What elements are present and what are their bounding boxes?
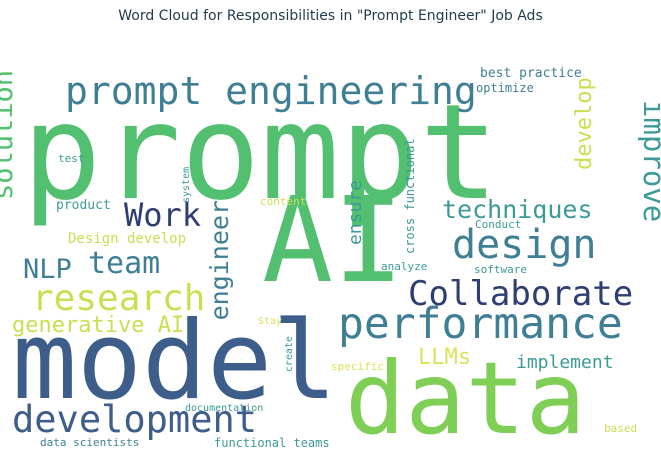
word-conduct: Conduct — [475, 218, 521, 231]
word-research: research — [32, 278, 205, 319]
word-develop: develop — [572, 77, 597, 170]
word-prompt-engineering: prompt engineering — [65, 69, 477, 113]
word-data-scientists: data scientists — [40, 436, 139, 449]
word-llms: LLMs — [418, 345, 471, 370]
word-software: software — [474, 263, 527, 276]
word-ensure: ensure — [345, 180, 366, 245]
chart-title: Word Cloud for Responsibilities in "Prom… — [118, 8, 543, 24]
word-ai: AI — [262, 171, 404, 309]
word-performance: performance — [338, 299, 623, 349]
word-nlp: NLP — [23, 254, 72, 285]
word-model: model — [12, 299, 337, 424]
word-design-develop: Design develop — [68, 231, 186, 247]
word-team: team — [88, 246, 160, 281]
word-product: product — [56, 198, 111, 213]
word-create: create — [284, 336, 295, 372]
word-cross-functional: cross functional — [403, 138, 417, 254]
word-data: data — [345, 340, 586, 457]
word-implement: implement — [516, 352, 614, 373]
word-documentation: documentation — [185, 403, 263, 414]
word-optimize: optimize — [476, 81, 534, 95]
word-analyze: analyze — [381, 260, 427, 273]
word-work: Work — [124, 196, 201, 234]
word-prompt: prompt — [22, 76, 499, 230]
word-specific: specific — [331, 360, 384, 373]
word-development: development — [12, 398, 257, 441]
word-based: based — [604, 422, 637, 435]
word-system: system — [181, 167, 192, 203]
word-engineer: engineer — [205, 200, 234, 320]
word-test: test — [58, 152, 85, 165]
word-functional-teams: functional teams — [214, 436, 330, 450]
word-collaborate: Collaborate — [408, 274, 633, 314]
word-techniques: techniques — [442, 195, 593, 224]
word-generative-ai: generative AI — [12, 313, 184, 338]
word-design: design — [452, 222, 597, 268]
word-content: content — [260, 195, 306, 208]
word-solution: solution — [0, 70, 19, 200]
word-improve: improve — [637, 100, 661, 222]
word-stay: Stay — [258, 316, 282, 327]
word-best-practice: best practice — [480, 66, 582, 81]
